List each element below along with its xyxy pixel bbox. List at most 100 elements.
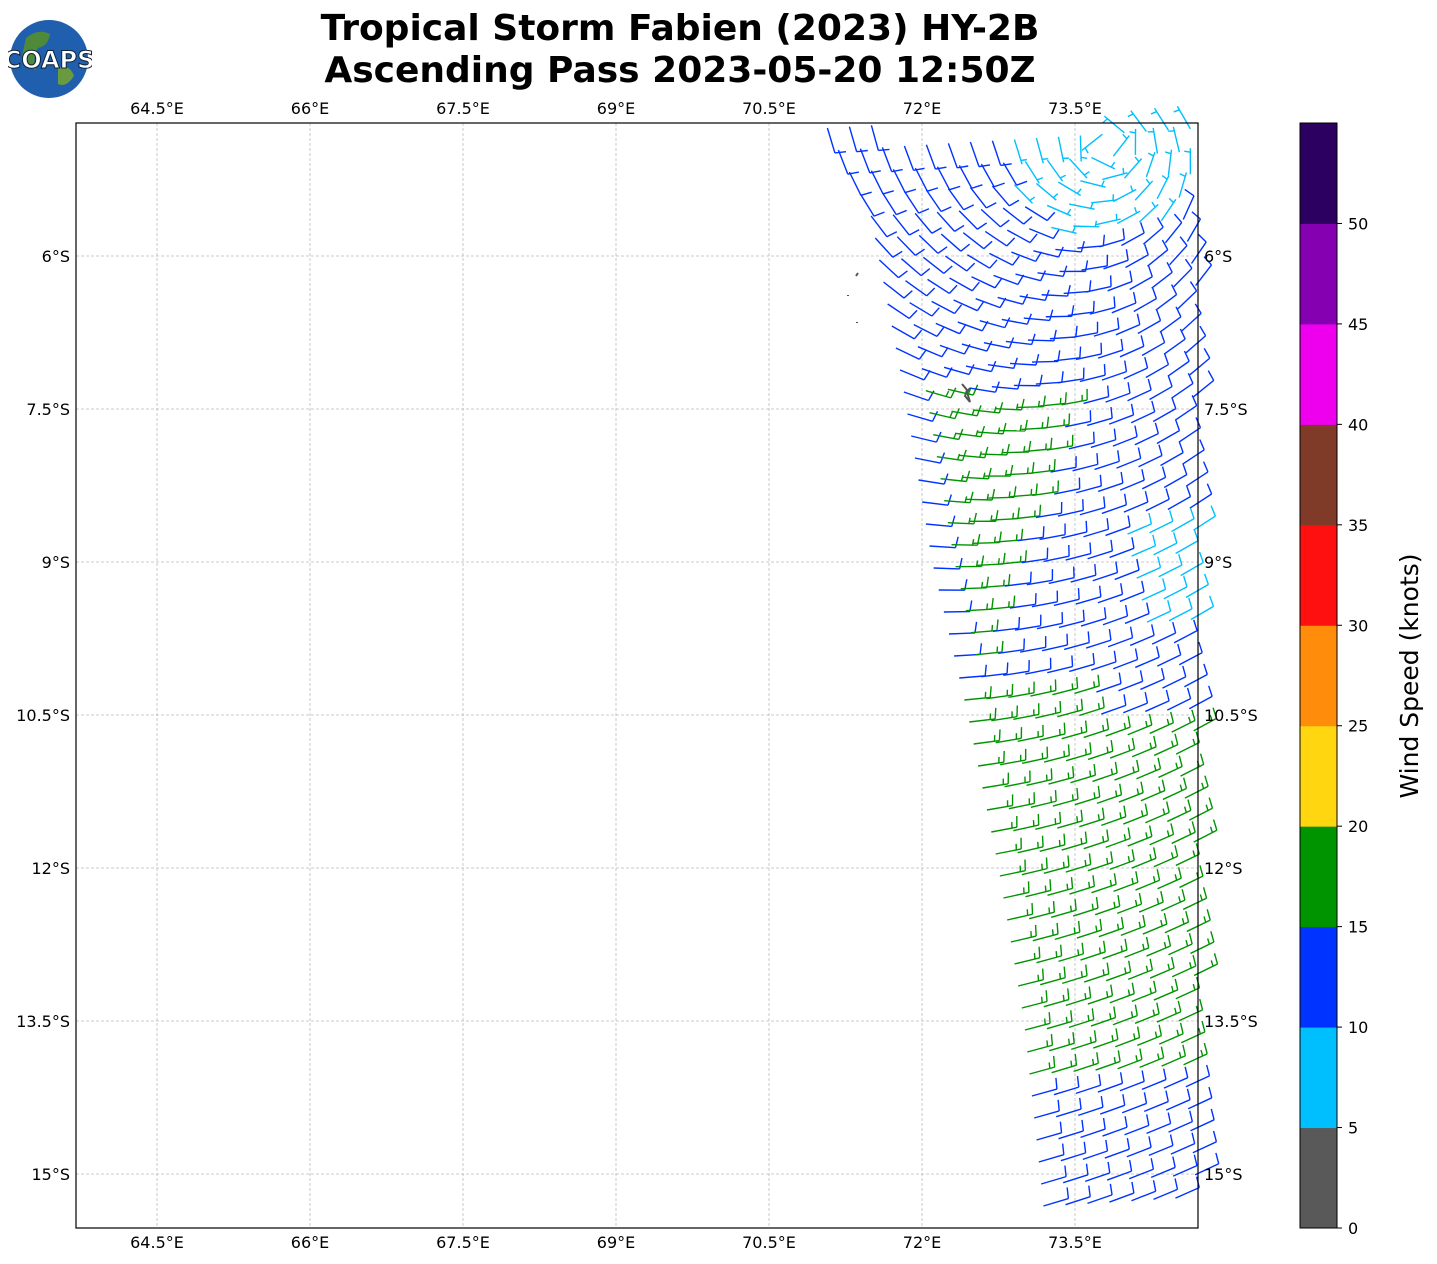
wind-barb bbox=[1175, 843, 1200, 867]
barb-staff bbox=[1079, 506, 1106, 516]
barb-staff bbox=[1149, 385, 1173, 401]
barb-full bbox=[1144, 357, 1149, 369]
lon-label-bottom: 72°E bbox=[903, 1233, 941, 1252]
barb-full bbox=[1165, 1090, 1169, 1102]
barb-half bbox=[1210, 960, 1214, 967]
barb-full bbox=[1140, 335, 1145, 347]
lon-label-top: 66°E bbox=[291, 99, 329, 118]
barb-staff bbox=[1081, 133, 1103, 151]
colorbar-bin bbox=[1300, 1027, 1337, 1129]
wind-barb bbox=[1168, 1110, 1194, 1133]
barb-staff bbox=[1021, 558, 1048, 564]
barb-full bbox=[1170, 711, 1175, 723]
wind-barb bbox=[913, 324, 945, 337]
barb-half bbox=[1192, 850, 1196, 857]
barb-full bbox=[1153, 735, 1157, 747]
barb-full bbox=[972, 384, 979, 396]
barb-half bbox=[1058, 839, 1061, 847]
barb-half bbox=[1020, 158, 1028, 162]
barb-half bbox=[1209, 714, 1213, 721]
barb-half bbox=[1041, 421, 1044, 429]
barb-staff bbox=[1112, 188, 1137, 203]
wind-barb bbox=[969, 186, 997, 209]
barb-staff bbox=[1051, 1064, 1077, 1074]
wind-barb bbox=[914, 452, 946, 464]
wind-barb bbox=[922, 256, 953, 274]
barb-staff bbox=[979, 320, 1006, 329]
wind-barb bbox=[1136, 556, 1162, 579]
barb-half bbox=[1113, 1056, 1117, 1064]
barb-half bbox=[1189, 961, 1192, 969]
barb-half bbox=[1174, 874, 1178, 881]
barb-half bbox=[1167, 963, 1171, 971]
wind-barb bbox=[1090, 1006, 1117, 1027]
barb-staff bbox=[1090, 1016, 1116, 1027]
chart-title-line1: Tropical Storm Fabien (2023) HY-2B bbox=[320, 8, 1040, 49]
barb-full bbox=[973, 512, 978, 525]
barb-half bbox=[1015, 403, 1019, 410]
barb-full bbox=[1059, 811, 1062, 824]
wind-barb bbox=[1094, 450, 1120, 471]
barb-full bbox=[892, 250, 903, 258]
lon-label-top: 67.5°E bbox=[436, 99, 490, 118]
barb-full bbox=[1131, 849, 1135, 861]
barb-staff bbox=[1057, 509, 1084, 517]
wind-barb bbox=[905, 280, 936, 297]
wind-barb bbox=[1151, 622, 1177, 645]
barb-full bbox=[1138, 893, 1143, 905]
barb-staff bbox=[1137, 1035, 1162, 1047]
barb-staff bbox=[878, 259, 899, 279]
barb-staff bbox=[1171, 719, 1196, 733]
barb-staff bbox=[1182, 195, 1195, 220]
wind-barb bbox=[1155, 284, 1178, 311]
barb-staff bbox=[958, 165, 973, 189]
barb-half bbox=[1059, 174, 1066, 179]
barb-full bbox=[1199, 998, 1204, 1011]
barb-staff bbox=[1141, 341, 1165, 357]
barb-full bbox=[1210, 505, 1217, 517]
wind-barb bbox=[1141, 466, 1167, 490]
barb-staff bbox=[1141, 476, 1166, 490]
barb-staff bbox=[1043, 1197, 1069, 1207]
wind-barb bbox=[1095, 1050, 1121, 1071]
barb-staff bbox=[1113, 881, 1139, 893]
barb-half bbox=[1198, 1027, 1201, 1035]
barb-full bbox=[1184, 1066, 1189, 1078]
barb-staff bbox=[1027, 339, 1054, 342]
barb-staff bbox=[900, 258, 922, 277]
barb-full bbox=[1127, 515, 1131, 527]
barb-full bbox=[1167, 600, 1172, 612]
barb-full bbox=[1148, 1136, 1152, 1148]
barb-staff bbox=[1162, 676, 1187, 689]
wind-barb bbox=[1096, 783, 1123, 805]
barb-staff bbox=[1171, 965, 1197, 978]
colorbar-bin bbox=[1300, 926, 1337, 1028]
barb-staff bbox=[881, 147, 893, 172]
barb-staff bbox=[1140, 789, 1166, 802]
barb-full bbox=[1106, 385, 1110, 397]
barb-staff bbox=[1184, 673, 1208, 688]
barb-full bbox=[937, 246, 948, 254]
barb-full bbox=[1188, 932, 1193, 945]
barb-staff bbox=[1047, 665, 1073, 674]
barb-full bbox=[1152, 534, 1157, 546]
wind-barb bbox=[1163, 1066, 1189, 1089]
barb-half bbox=[1051, 929, 1054, 936]
barb-staff bbox=[1087, 550, 1113, 560]
wind-barb bbox=[883, 281, 913, 299]
wind-barb bbox=[1092, 561, 1119, 582]
barb-staff bbox=[1134, 432, 1159, 446]
barb-staff bbox=[1137, 320, 1161, 335]
lat-label-right: 9°S bbox=[1204, 553, 1232, 572]
barb-half bbox=[1026, 467, 1029, 474]
barb-full bbox=[1120, 583, 1124, 595]
barb-staff bbox=[1167, 496, 1191, 511]
barb-staff bbox=[1158, 564, 1183, 578]
barb-half bbox=[1156, 897, 1160, 905]
barb-half bbox=[1066, 883, 1069, 890]
wind-barb bbox=[899, 369, 931, 381]
wind-barb bbox=[1053, 346, 1082, 362]
barb-full bbox=[1145, 936, 1150, 949]
barb-staff bbox=[1160, 198, 1177, 222]
wind-barb bbox=[1180, 1020, 1206, 1044]
